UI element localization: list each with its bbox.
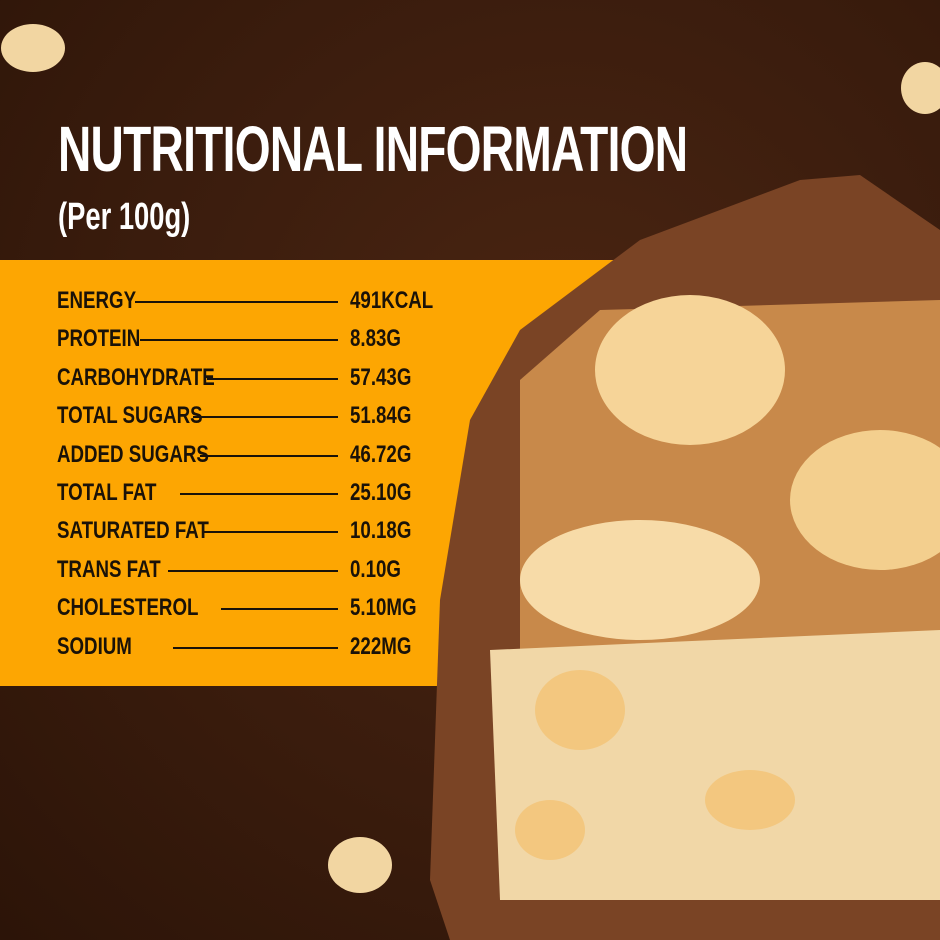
nutrient-value: 25.10G xyxy=(350,479,412,506)
nutrient-value: 5.10MG xyxy=(350,594,417,622)
nutrient-value: 222MG xyxy=(350,632,412,660)
nutrient-label: SODIUM xyxy=(57,632,132,660)
nutrient-row: CHOLESTEROL 5.10MG xyxy=(57,593,457,623)
leader-line xyxy=(200,454,338,457)
nougat-layer xyxy=(490,630,940,900)
nutrient-label: TOTAL SUGARS xyxy=(57,402,203,430)
nutrient-row: SATURATED FAT 10.18G xyxy=(57,516,457,546)
leader-line xyxy=(202,531,338,534)
peanut xyxy=(520,520,760,640)
leader-line xyxy=(207,377,338,380)
nutrient-label: ADDED SUGARS xyxy=(57,440,209,468)
nutrient-row: TOTAL FAT 25.10G xyxy=(57,478,457,508)
peanut xyxy=(1,24,65,72)
nutrient-row: CARBOHYDRATE 57.43G xyxy=(57,363,457,393)
peanut xyxy=(705,770,795,830)
nutrient-label: TOTAL FAT xyxy=(57,479,157,506)
leader-line xyxy=(180,493,338,495)
peanut xyxy=(790,430,940,570)
peanut xyxy=(595,295,785,445)
nutrient-label: CHOLESTEROL xyxy=(57,594,199,622)
page-subtitle: (Per 100g) xyxy=(58,196,191,238)
leader-line xyxy=(221,608,338,611)
nutrient-label: ENERGY xyxy=(57,287,137,314)
leader-line xyxy=(168,569,338,572)
nutrient-value: 10.18G xyxy=(350,517,412,545)
nutrient-row: SODIUM 222MG xyxy=(57,632,457,662)
nutrient-label: PROTEIN xyxy=(57,325,141,353)
nutrient-label: CARBOHYDRATE xyxy=(57,363,215,391)
nutrient-value: 46.72G xyxy=(350,440,412,468)
leader-line xyxy=(173,646,338,649)
nutrient-row: ENERGY 491KCAL xyxy=(57,286,457,316)
nutrient-label: SATURATED FAT xyxy=(57,517,209,545)
nutrient-row: TRANS FAT 0.10G xyxy=(57,555,457,585)
peanut xyxy=(515,800,585,860)
peanut xyxy=(328,837,392,893)
nutrient-row: ADDED SUGARS 46.72G xyxy=(57,440,457,470)
peanut xyxy=(535,670,625,750)
nutrient-value: 57.43G xyxy=(350,363,412,391)
peanut xyxy=(901,62,940,114)
leader-line xyxy=(140,339,338,342)
nutrient-row: TOTAL SUGARS 51.84G xyxy=(57,401,457,431)
nutrient-value: 491KCAL xyxy=(350,287,434,314)
leader-line xyxy=(193,416,338,419)
page-title: NUTRITIONAL INFORMATION xyxy=(58,113,688,185)
nutrient-row: PROTEIN 8.83G xyxy=(57,324,457,354)
leader-line xyxy=(135,301,338,303)
nutrient-label: TRANS FAT xyxy=(57,555,161,583)
nutrient-value: 51.84G xyxy=(350,402,412,430)
nutrient-value: 0.10G xyxy=(350,555,402,583)
nutrient-value: 8.83G xyxy=(350,325,402,353)
